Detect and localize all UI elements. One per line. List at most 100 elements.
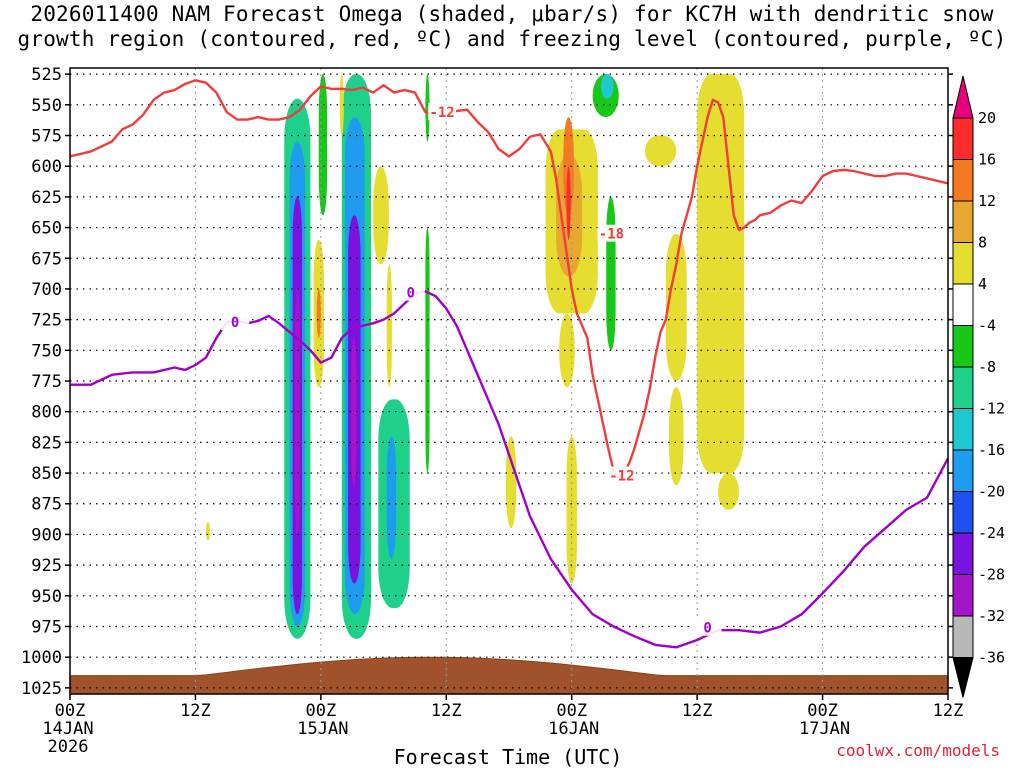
contour-label-minus12-bottom: -12 [607,466,636,485]
title-line-2: growth region (contoured, red, ºC) and f… [17,27,1007,51]
colorbar-label: -36 [978,649,1005,667]
y-tick-label: 800 [31,403,62,423]
x-date-label: 15JAN [297,719,348,739]
y-tick-label: 700 [31,280,62,300]
x-tick-label: 00Z [305,701,336,721]
x-year-label: 2026 [48,737,89,757]
omega-cell [566,436,577,584]
dgz-contour-line [617,98,949,479]
omega-cell [205,522,211,541]
freezing-label-right: 0 [693,618,722,637]
omega-cell [644,135,677,167]
contour-label-bg [597,224,626,242]
colorbar-swatch [952,117,974,160]
omega-cell [316,288,321,339]
x-tick-label: 12Z [933,701,964,721]
omega-shading [205,74,745,639]
contour-label-bg [221,313,250,331]
contour-label-text: 0 [231,315,239,331]
omega-cell [563,117,574,216]
pressure-axis: 525 550 575 600 625 650 675 700 725 750 775 800 825 8… [21,65,953,699]
colorbar-label: 8 [978,234,987,252]
omega-cell [600,74,614,99]
omega-cell [697,74,745,474]
omega-cell [668,387,684,486]
contour-label-minus18: -18 [597,224,626,243]
dgz-contour-line [69,79,620,479]
contour-label-bg [428,103,457,121]
contour-label-text: -18 [599,227,624,243]
contour-label-minus12-top: -12 [428,103,457,121]
colorbar-swatch [952,159,974,202]
y-tick-label: 525 [31,65,62,85]
omega-cell [386,436,397,559]
colorbar: 20 16 12 8 4 -4 -8 -12 -16 -20 -24 -28 -32 -36 [952,75,1005,698]
x-tick-label: 12Z [180,701,211,721]
colorbar-label: -16 [978,441,1005,459]
contour-label-bg [607,466,636,484]
grid-lines [70,68,948,694]
y-tick-label: 575 [31,127,62,147]
omega-cell [559,313,575,388]
x-tick-label: 00Z [556,701,587,721]
y-tick-label: 750 [31,341,62,361]
y-tick-label: 725 [31,311,62,331]
omega-cell [425,74,430,142]
colorbar-label: 16 [978,151,996,169]
x-tick-label: 12Z [682,701,713,721]
colorbar-over-triangle [952,75,974,119]
y-tick-label: 550 [31,96,62,116]
terrain-fill [69,656,949,695]
contour-label-text: 0 [407,286,415,302]
colorbar-swatch [952,449,974,492]
colorbar-swatch [952,491,974,534]
contour-label-bg [693,618,722,636]
colorbar-label: 12 [978,192,996,210]
omega-cell [373,166,389,265]
omega-cell [665,233,687,381]
omega-cell [566,166,571,240]
colorbar-swatch [952,408,974,451]
colorbar-label: -4 [978,317,996,335]
x-date-label: 14JAN [42,719,93,739]
x-date-label: 17JAN [799,719,850,739]
colorbar-label: -28 [978,566,1005,584]
colorbar-label: 20 [978,109,996,127]
chart-title: 2026011400 NAM Forecast Omega (shaded, μ… [0,2,1024,52]
y-tick-label: 900 [31,525,62,545]
y-tick-label: 1000 [21,648,62,668]
y-tick-label: 625 [31,188,62,208]
colorbar-swatch [952,242,974,285]
credit-text: coolwx.com/models [836,741,1000,760]
omega-cell [294,288,300,535]
title-line-1: 2026011400 NAM Forecast Omega (shaded, μ… [30,2,994,26]
contour-label-text: -12 [609,469,634,485]
y-tick-label: 850 [31,464,62,484]
y-tick-label: 950 [31,587,62,607]
y-tick-label: 1025 [21,679,62,699]
colorbar-swatch [952,325,974,368]
y-tick-label: 600 [31,157,62,177]
colorbar-swatch [952,532,974,575]
colorbar-label: -20 [978,483,1005,501]
x-date-label: 16JAN [548,719,599,739]
omega-cell [318,74,328,216]
x-tick-label: 00Z [807,701,838,721]
omega-cell [718,473,739,510]
y-tick-label: 775 [31,372,62,392]
x-tick-label: 00Z [55,701,86,721]
colorbar-swatch [952,615,974,658]
colorbar-swatch [952,283,974,326]
x-tick-label: 12Z [431,701,462,721]
y-tick-label: 875 [31,495,62,515]
y-tick-label: 650 [31,219,62,239]
omega-cell [606,196,616,351]
contour-label-text: 0 [703,621,711,637]
colorbar-label: -12 [978,400,1005,418]
colorbar-label: 4 [978,275,987,293]
x-axis-label: Forecast Time (UTC) [394,745,623,768]
colorbar-under-triangle [952,657,974,698]
omega-cell [386,264,392,388]
